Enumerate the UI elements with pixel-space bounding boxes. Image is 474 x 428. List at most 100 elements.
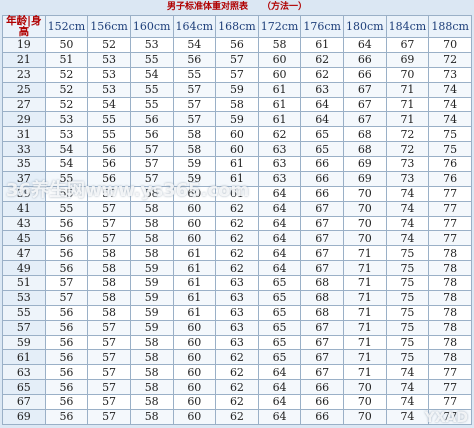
weight-cell: 65 bbox=[258, 350, 301, 365]
weight-cell: 67 bbox=[301, 201, 343, 216]
weight-cell: 61 bbox=[173, 290, 216, 305]
weight-cell: 71 bbox=[344, 305, 386, 320]
age-cell: 25 bbox=[3, 82, 45, 97]
weight-cell: 56 bbox=[45, 231, 88, 246]
weight-cell: 56 bbox=[173, 52, 216, 67]
weight-cell: 71 bbox=[386, 112, 429, 127]
table-row: 65 56 57 58 60 62 64 66 70 74 77 bbox=[3, 380, 471, 394]
weight-cell: 56 bbox=[45, 395, 88, 409]
weight-cell: 50 bbox=[45, 38, 88, 52]
weight-cell: 65 bbox=[301, 142, 343, 156]
weight-cell: 56 bbox=[216, 38, 258, 52]
weight-cell: 54 bbox=[173, 38, 216, 52]
weight-cell: 62 bbox=[216, 365, 258, 380]
height-header: 164cm bbox=[173, 16, 216, 37]
table-row: 35 54 56 57 59 61 63 66 69 73 76 bbox=[3, 157, 471, 171]
weight-cell: 60 bbox=[173, 186, 216, 201]
weight-cell: 70 bbox=[344, 201, 386, 216]
weight-cell: 57 bbox=[216, 67, 258, 82]
age-cell: 41 bbox=[3, 201, 45, 216]
weight-cell: 65 bbox=[301, 127, 343, 142]
weight-cell: 67 bbox=[344, 82, 386, 97]
weight-cell: 57 bbox=[173, 97, 216, 112]
weight-cell: 61 bbox=[258, 97, 301, 112]
weight-cell: 58 bbox=[88, 261, 130, 275]
weight-cell: 63 bbox=[258, 142, 301, 156]
weight-cell: 75 bbox=[386, 320, 429, 335]
age-cell: 53 bbox=[3, 290, 45, 305]
weight-cell: 53 bbox=[45, 112, 88, 127]
weight-cell: 77 bbox=[429, 365, 471, 380]
age-cell: 33 bbox=[3, 142, 45, 156]
weight-cell: 77 bbox=[429, 201, 471, 216]
weight-cell: 58 bbox=[88, 290, 130, 305]
weight-cell: 77 bbox=[429, 380, 471, 394]
table-title: 男子标准体重对照表 （方法一） bbox=[0, 0, 474, 15]
weight-cell: 66 bbox=[301, 409, 343, 424]
weight-cell: 66 bbox=[344, 52, 386, 67]
weight-cell: 77 bbox=[429, 231, 471, 246]
weight-cell: 57 bbox=[216, 52, 258, 67]
weight-cell: 55 bbox=[45, 171, 88, 186]
weight-cell: 74 bbox=[386, 216, 429, 231]
weight-cell: 57 bbox=[130, 142, 173, 156]
age-cell: 55 bbox=[3, 305, 45, 320]
weight-cell: 78 bbox=[429, 320, 471, 335]
weight-cell: 58 bbox=[130, 335, 173, 350]
table-row: 21 51 53 55 56 57 60 62 66 69 72 bbox=[3, 52, 471, 67]
weight-cell: 67 bbox=[301, 246, 343, 261]
weight-cell: 62 bbox=[216, 231, 258, 246]
weight-cell: 59 bbox=[216, 82, 258, 97]
weight-cell: 76 bbox=[429, 157, 471, 171]
table-row: 69 56 57 58 60 62 64 66 70 74 77 bbox=[3, 409, 471, 424]
weight-cell: 57 bbox=[88, 320, 130, 335]
weight-cell: 53 bbox=[88, 67, 130, 82]
weight-cell: 60 bbox=[173, 350, 216, 365]
weight-cell: 75 bbox=[386, 290, 429, 305]
weight-cell: 59 bbox=[173, 171, 216, 186]
weight-cell: 51 bbox=[45, 52, 88, 67]
weight-cell: 56 bbox=[45, 409, 88, 424]
table-row: 57 56 57 59 60 63 65 67 71 75 78 bbox=[3, 320, 471, 335]
weight-cell: 57 bbox=[88, 201, 130, 216]
weight-cell: 62 bbox=[258, 127, 301, 142]
weight-cell: 56 bbox=[130, 112, 173, 127]
weight-cell: 63 bbox=[301, 82, 343, 97]
weight-cell: 74 bbox=[429, 97, 471, 112]
header-row: 年龄|身高 152cm 156cm 160cm 164cm 168cm 172cm 176c… bbox=[3, 16, 471, 37]
height-header: 188cm bbox=[429, 16, 471, 37]
table-body: 19 50 52 53 54 56 58 61 64 67 70 21 51 53 55 56 57 60 62 66… bbox=[3, 38, 471, 424]
weight-cell: 71 bbox=[344, 350, 386, 365]
weight-cell: 71 bbox=[344, 320, 386, 335]
weight-cell: 57 bbox=[45, 276, 88, 290]
weight-cell: 63 bbox=[216, 320, 258, 335]
weight-cell: 67 bbox=[301, 335, 343, 350]
weight-cell: 75 bbox=[429, 142, 471, 156]
weight-cell: 57 bbox=[88, 216, 130, 231]
watermark-yxad: YXAD bbox=[424, 410, 468, 426]
weight-cell: 75 bbox=[386, 261, 429, 275]
age-cell: 19 bbox=[3, 38, 45, 52]
weight-cell: 64 bbox=[258, 395, 301, 409]
weight-cell: 56 bbox=[45, 380, 88, 394]
weight-cell: 72 bbox=[386, 127, 429, 142]
weight-cell: 63 bbox=[258, 157, 301, 171]
weight-cell: 52 bbox=[45, 67, 88, 82]
weight-cell: 71 bbox=[386, 97, 429, 112]
weight-cell: 71 bbox=[344, 365, 386, 380]
weight-cell: 54 bbox=[88, 97, 130, 112]
weight-cell: 58 bbox=[130, 365, 173, 380]
weight-cell: 56 bbox=[45, 216, 88, 231]
weight-cell: 75 bbox=[386, 276, 429, 290]
weight-cell: 55 bbox=[130, 82, 173, 97]
weight-cell: 71 bbox=[386, 82, 429, 97]
weight-cell: 58 bbox=[258, 38, 301, 52]
weight-cell: 74 bbox=[386, 380, 429, 394]
weight-cell: 73 bbox=[429, 67, 471, 82]
age-cell: 65 bbox=[3, 380, 45, 394]
weight-cell: 59 bbox=[130, 276, 173, 290]
weight-cell: 59 bbox=[216, 112, 258, 127]
weight-cell: 73 bbox=[386, 157, 429, 171]
weight-cell: 60 bbox=[173, 365, 216, 380]
weight-cell: 67 bbox=[301, 231, 343, 246]
